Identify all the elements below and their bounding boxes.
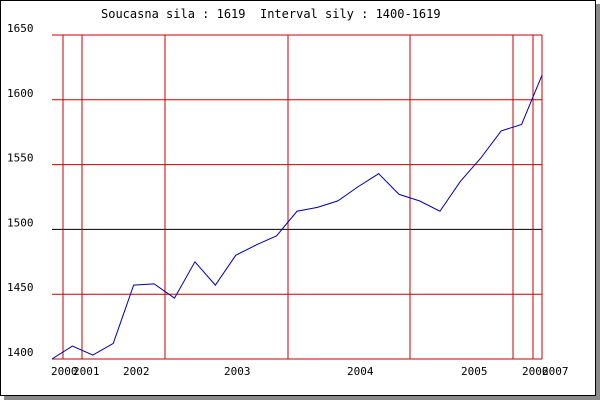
x-tick-label: 2000 <box>51 365 78 378</box>
data-point <box>214 284 216 286</box>
data-point <box>520 123 522 125</box>
data-point <box>459 180 461 182</box>
data-point <box>398 193 400 195</box>
x-tick-label: 2002 <box>123 365 150 378</box>
data-point <box>275 235 277 237</box>
data-point <box>71 345 73 347</box>
current-strength-label: Soucasna sila <box>101 7 195 21</box>
data-point <box>51 358 53 360</box>
interval-separator: : <box>353 7 376 21</box>
data-point <box>132 284 134 286</box>
data-point <box>337 200 339 202</box>
series-line <box>51 74 543 360</box>
current-separator: : <box>194 7 217 21</box>
data-point <box>153 283 155 285</box>
data-point <box>541 74 543 76</box>
data-point <box>194 261 196 263</box>
y-tick-label: 1450 <box>7 281 34 294</box>
data-point <box>316 206 318 208</box>
data-point <box>357 185 359 187</box>
x-tick-label: 2006 <box>522 365 549 378</box>
x-tick-label: 2003 <box>224 365 251 378</box>
current-strength-value: 1619 <box>216 7 246 21</box>
data-point <box>255 244 257 246</box>
x-tick-label: 2004 <box>347 365 374 378</box>
y-tick-label: 1550 <box>7 152 34 165</box>
x-tick-label: 2007 <box>542 365 569 378</box>
y-tick-label: 1600 <box>7 87 34 100</box>
data-point <box>418 200 420 202</box>
x-tick-label: 2005 <box>461 365 488 378</box>
x-tick-label: 2001 <box>73 365 100 378</box>
data-point <box>92 354 94 356</box>
data-point <box>500 130 502 132</box>
interval-label: Interval sily <box>259 7 354 21</box>
data-point <box>112 342 114 344</box>
chart-header: Soucasna sila : 1619 Interval sily : 140… <box>101 7 441 21</box>
y-tick-label: 1500 <box>7 216 34 229</box>
y-tick-label: 1650 <box>7 22 34 35</box>
data-point <box>235 254 237 256</box>
data-point <box>173 297 175 299</box>
data-point <box>377 172 379 174</box>
interval-value: 1400-1619 <box>375 7 441 21</box>
y-tick-label: 1400 <box>7 346 34 359</box>
data-point <box>296 210 298 212</box>
data-point <box>439 210 441 212</box>
data-point <box>480 157 482 159</box>
